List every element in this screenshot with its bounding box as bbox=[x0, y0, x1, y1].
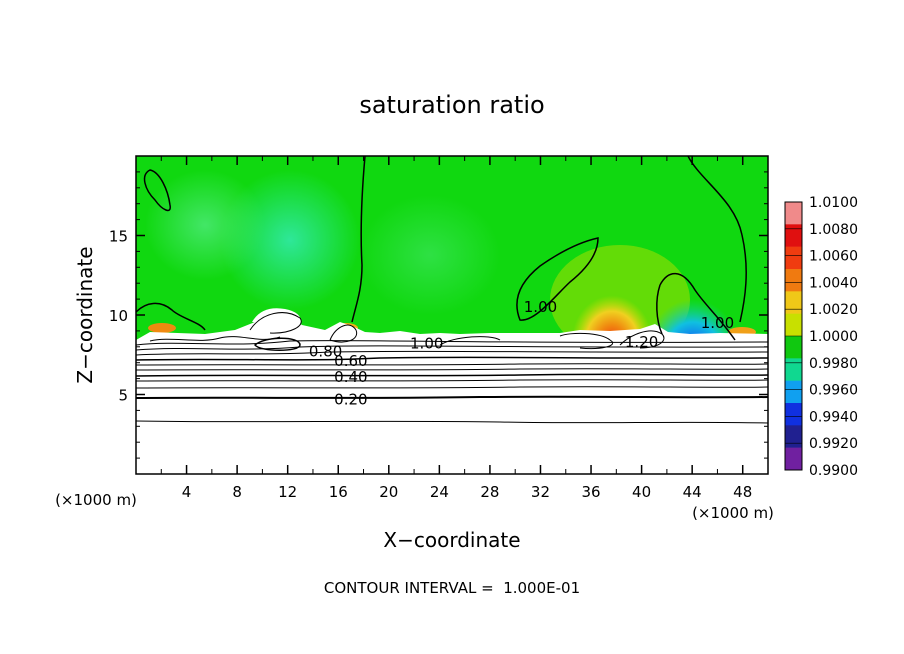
contour-line bbox=[659, 272, 736, 341]
y-axis-title: Z−coordinate bbox=[73, 246, 97, 383]
x-axis: 4 8 12 16 20 24 28 32 36 40 44 48 bbox=[160, 156, 752, 501]
field-edge-orange-1 bbox=[148, 323, 176, 333]
contour-line bbox=[351, 156, 366, 323]
contour-line bbox=[136, 379, 768, 382]
contour-line bbox=[136, 363, 768, 366]
colorbar-swatch bbox=[785, 313, 802, 337]
colorbar-label: 0.9980 bbox=[809, 356, 858, 372]
contour-line bbox=[516, 237, 599, 321]
x-tick-label: 40 bbox=[632, 483, 651, 501]
x-axis-title: X−coordinate bbox=[383, 528, 520, 552]
contour-lines bbox=[136, 156, 768, 424]
field-patch-light bbox=[145, 170, 265, 280]
x-tick-label: 24 bbox=[430, 483, 449, 501]
colorbar-swatch bbox=[785, 336, 802, 359]
contour-line bbox=[136, 340, 768, 346]
field-lower-region bbox=[136, 312, 768, 474]
y-tick-label: 15 bbox=[109, 228, 128, 246]
y-tick-label: 5 bbox=[118, 387, 128, 405]
contour-label: 0.80 bbox=[309, 343, 342, 361]
x-tick-label: 36 bbox=[581, 483, 600, 501]
contour-line bbox=[136, 356, 768, 361]
y-axis: 5 10 15 bbox=[109, 171, 768, 459]
x-tick-label: 32 bbox=[531, 483, 550, 501]
colorbar-swatch bbox=[785, 224, 802, 247]
contour-line bbox=[149, 336, 281, 342]
contour-label: 0.20 bbox=[334, 390, 367, 408]
x-unit-right: (×1000 m) bbox=[692, 504, 774, 522]
colorbar-swatch bbox=[785, 269, 802, 292]
colorbar-label: 0.9900 bbox=[809, 463, 858, 479]
chart-title: saturation ratio bbox=[359, 91, 544, 119]
contour-label: 1.20 bbox=[625, 333, 658, 351]
contour-line bbox=[136, 368, 768, 371]
colorbar-label: 1.0080 bbox=[809, 222, 858, 238]
x-unit-left: (×1000 m) bbox=[55, 491, 137, 509]
colorbar-label: 1.0060 bbox=[809, 249, 858, 265]
contour-line bbox=[136, 373, 768, 377]
contour-line bbox=[329, 324, 358, 343]
colorbar-swatch bbox=[785, 202, 802, 225]
contour-line bbox=[136, 386, 768, 389]
contour-line bbox=[253, 337, 301, 351]
contour-line bbox=[136, 345, 768, 351]
contour-label: 0.60 bbox=[334, 352, 367, 370]
contour-line bbox=[136, 302, 206, 331]
contour-line bbox=[136, 350, 768, 356]
colorbar-label: 0.9960 bbox=[809, 383, 858, 399]
colorbar-label: 0.9920 bbox=[809, 436, 858, 452]
colorbar-label: 0.9940 bbox=[809, 409, 858, 425]
contour-line bbox=[143, 169, 171, 212]
contour-label: 1.00 bbox=[701, 314, 734, 332]
contour-label: 0.40 bbox=[334, 368, 367, 386]
contour-line bbox=[559, 332, 613, 349]
colorbar-label: 1.0040 bbox=[809, 275, 858, 291]
contour-line bbox=[687, 156, 747, 323]
colorbar-swatch bbox=[785, 291, 802, 314]
colorbar-label: 1.0020 bbox=[809, 302, 858, 318]
colorbar: 1.0100 1.0080 1.0060 1.0040 1.0020 1.0000 0.99… bbox=[784, 195, 858, 479]
y-tick-label: 10 bbox=[109, 307, 128, 325]
contour-interval-note: CONTOUR INTERVAL = 1.000E-01 bbox=[324, 579, 580, 597]
contour-label: 1.00 bbox=[524, 298, 557, 316]
contour-line bbox=[136, 395, 768, 399]
x-tick-label: 16 bbox=[329, 483, 348, 501]
x-tick-label: 4 bbox=[182, 483, 192, 501]
contour-label-group: 0.20 0.400.600.80 1.00 1.00 1.00 1.20 bbox=[309, 298, 734, 408]
plot-area bbox=[136, 156, 768, 474]
colorbar-swatch bbox=[785, 425, 802, 448]
colorbar-label: 1.0000 bbox=[809, 329, 858, 345]
contour-line bbox=[249, 312, 302, 334]
contour-line bbox=[439, 336, 501, 346]
colorbar-swatch bbox=[785, 380, 802, 404]
x-tick-label: 8 bbox=[232, 483, 242, 501]
colorbar-swatch bbox=[785, 246, 802, 270]
x-tick-label: 20 bbox=[379, 483, 398, 501]
x-tick-label: 48 bbox=[733, 483, 752, 501]
contour-line bbox=[656, 284, 663, 335]
colorbar-label: 1.0100 bbox=[809, 195, 858, 211]
colorbar-swatch bbox=[785, 358, 802, 381]
x-tick-label: 44 bbox=[683, 483, 702, 501]
colorbar-swatch bbox=[785, 403, 802, 426]
x-tick-label: 28 bbox=[480, 483, 499, 501]
x-tick-label: 12 bbox=[278, 483, 297, 501]
contour-line bbox=[136, 420, 768, 424]
contour-label: 1.00 bbox=[410, 335, 443, 353]
colorbar-swatch bbox=[785, 447, 802, 471]
field-patch-light-2 bbox=[360, 195, 500, 315]
